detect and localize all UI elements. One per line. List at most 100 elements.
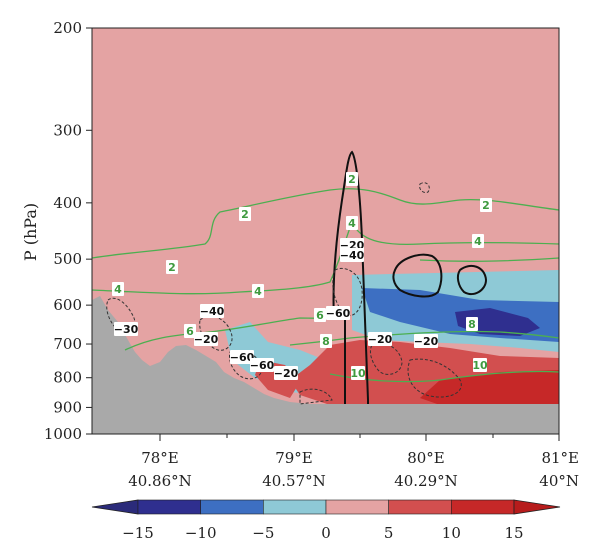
colorbar: −15 −10 −5 0 5 10 15 (91, 499, 561, 542)
contour-label: 4 (346, 216, 358, 230)
contour-label-bg (314, 308, 326, 322)
contour-label: −20 (194, 332, 219, 346)
contour-label: 4 (472, 234, 484, 248)
contour-label-text: 8 (322, 335, 330, 348)
colorbar-segment (451, 499, 515, 515)
contour-label: 2 (166, 260, 178, 274)
contour-label: −20 (414, 334, 439, 348)
colorbar-tick-label: 0 (321, 524, 331, 542)
black-contour-loop-1 (392, 253, 443, 298)
y-axis: 200 300 400 500 600 700 800 900 1000 (44, 19, 92, 443)
y-tick-label: 400 (53, 194, 82, 212)
contour-label-bg (326, 306, 350, 320)
contour-label: 4 (112, 282, 124, 296)
contour-label-bg (472, 234, 484, 248)
contour-label-text: 4 (114, 283, 122, 296)
colorbar-segment (137, 499, 201, 515)
contour-label-bg (320, 334, 332, 348)
colorbar-tick-label: 15 (504, 524, 523, 542)
x-tick-lat: 40.29°N (394, 472, 458, 490)
contour-label-text: 10 (472, 359, 488, 372)
contour-label-bg (230, 350, 254, 364)
y-tick-label: 900 (53, 398, 82, 416)
contour-label-bg (346, 172, 358, 186)
contour-label: −40 (200, 304, 225, 318)
black-contours (332, 150, 488, 404)
contour-label: −60 (230, 350, 255, 364)
terrain (92, 296, 559, 434)
contour-label: 8 (320, 334, 332, 348)
contour-label-bg (274, 366, 298, 380)
colorbar-segment (200, 499, 264, 515)
colorbar-segment (263, 499, 327, 515)
contour-label-text: 8 (468, 318, 476, 331)
contour-label-text: 4 (474, 235, 482, 248)
colorbar-tick-label: −15 (122, 524, 154, 542)
contour-label-text: −20 (414, 335, 439, 348)
contour-label: −60 (326, 306, 351, 320)
black-contour-loop-2 (456, 264, 488, 296)
contour-label: 2 (480, 198, 492, 212)
contour-label-text: 4 (348, 217, 356, 230)
x-tick-lat: 40°N (539, 472, 579, 490)
dashed-contour-7 (299, 388, 333, 405)
contour-label-text: −30 (114, 323, 139, 336)
plot-frame (91, 27, 560, 435)
contour-label-bg (239, 207, 251, 221)
black-contour-column (332, 150, 369, 404)
contour-label-text: 2 (348, 173, 356, 186)
contour-label-bg (480, 198, 492, 212)
contour-label-text: −60 (250, 359, 275, 372)
contour-label: −60 (250, 358, 275, 372)
colorbar-tick-label: −10 (185, 524, 217, 542)
contour-label-bg (112, 282, 124, 296)
contour-label-bg (368, 332, 392, 346)
y-axis-label: P (hPa) (21, 203, 40, 261)
contour-label-bg (114, 322, 138, 336)
contour-label-text: −20 (368, 333, 393, 346)
x-tick-lon: 80°E (407, 449, 445, 467)
contour-label: 10 (350, 366, 366, 380)
dashed-contour-4 (369, 343, 403, 375)
y-tick-label: 800 (53, 369, 82, 387)
colorbar-arrow-high (513, 499, 561, 515)
x-tick-lon: 79°E (275, 449, 313, 467)
contour-label-bg (184, 324, 196, 338)
contour-label-text: −60 (326, 307, 351, 320)
contour-label-text: 2 (168, 261, 176, 274)
contour-label-bg (252, 284, 264, 298)
contour-label-text: 6 (316, 309, 324, 322)
y-tick-label: 500 (53, 250, 82, 268)
contour-label-text: −20 (194, 333, 219, 346)
contour-label-bg (200, 304, 224, 318)
contour-label-text: 2 (482, 199, 490, 212)
dashed-contour-3 (332, 267, 363, 317)
x-axis: 78°E 40.86°N 79°E 40.57°N 80°E 40.29°N 81°E 40°… (128, 434, 579, 490)
contour-label-bg (466, 317, 478, 331)
x-tick-lon: 78°E (141, 449, 179, 467)
contour-label-text: −40 (200, 305, 225, 318)
contour-label-bg (473, 358, 487, 372)
contour-label: 6 (184, 324, 196, 338)
contour-label-bg (340, 248, 364, 262)
contour-label: −20 (368, 332, 393, 346)
contour-label-bg (351, 366, 365, 380)
colorbar-tick-label: 10 (442, 524, 461, 542)
contour-label-text: 4 (254, 285, 262, 298)
contour-label-bg (414, 334, 438, 348)
contour-label-text: −20 (274, 367, 299, 380)
x-tick-lat: 40.86°N (128, 472, 192, 490)
contour-label-bg (250, 358, 274, 372)
contour-label: 4 (252, 284, 264, 298)
contour-label-bg (346, 216, 358, 230)
green-contour-4 (92, 220, 559, 295)
green-contour-2-upper (92, 188, 559, 259)
contour-label-text: 10 (350, 367, 366, 380)
fill-region-darkred (420, 370, 559, 405)
contour-label: 2 (239, 207, 251, 221)
contour-label: −30 (114, 322, 139, 336)
colorbar-segment (325, 499, 389, 515)
y-tick-label: 300 (53, 121, 82, 139)
y-tick-label: 700 (53, 335, 82, 353)
